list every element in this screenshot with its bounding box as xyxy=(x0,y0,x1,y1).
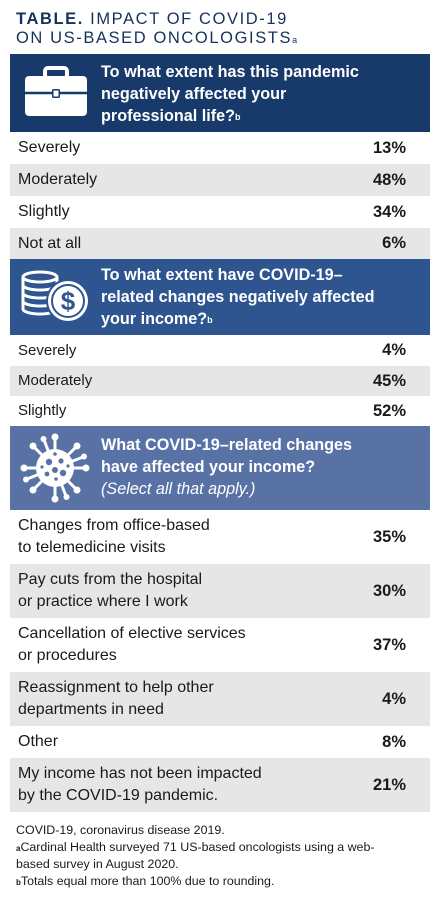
footnote-text: Totals equal more than 100% due to round… xyxy=(20,874,275,888)
row-value: 52% xyxy=(372,401,406,420)
table-row: Slightly 34% xyxy=(10,196,430,228)
question-line: professional life? xyxy=(101,107,236,125)
row-value: 45% xyxy=(372,371,406,390)
question-income: To what extent have COVID-19– related ch… xyxy=(101,264,418,330)
title-lead: TABLE. xyxy=(16,10,84,28)
row-label: Slightly xyxy=(18,203,70,220)
rows-income: Severely 4% Moderately 45% Slightly 52% xyxy=(10,335,430,426)
table-row: Cancellation of elective services or pro… xyxy=(10,618,430,672)
row-label-line: by the COVID-19 pandemic. xyxy=(18,787,219,804)
row-label-line: Pay cuts from the hospital xyxy=(18,571,203,588)
table-row: Not at all 6% xyxy=(10,228,430,259)
briefcase-icon xyxy=(23,66,89,123)
row-value: 30% xyxy=(372,581,406,600)
virus-icon xyxy=(18,432,92,509)
svg-text:$: $ xyxy=(61,286,76,316)
select-all-note: (Select all that apply.) xyxy=(101,480,256,498)
row-value: 48% xyxy=(372,170,406,189)
row-label-line: or procedures xyxy=(18,647,117,664)
question-line: What COVID-19–related changes xyxy=(101,436,352,454)
row-label-line: My income has not been impacted xyxy=(18,765,262,782)
question-line: To what extent have COVID-19– xyxy=(101,266,343,284)
footnote-marker: a xyxy=(16,844,21,853)
footnote-b: bTotals equal more than 100% due to roun… xyxy=(16,873,426,890)
footnote-a: aCardinal Health surveyed 71 US-based on… xyxy=(16,839,426,856)
section-header-income-changes: What COVID-19–related changes have affec… xyxy=(10,426,430,510)
row-value: 37% xyxy=(372,635,406,654)
section-header-income: $ To what extent have COVID-19– related … xyxy=(10,259,430,335)
row-label: Moderately xyxy=(18,372,93,389)
row-label: Other xyxy=(18,731,58,753)
row-label: Reassignment to help other departments i… xyxy=(18,677,214,721)
title-text: IMPACT OF COVID-19 xyxy=(90,10,288,28)
footnote-abbreviation: COVID-19, coronavirus disease 2019. xyxy=(16,823,225,837)
table-title: TABLE. IMPACT OF COVID-19 ON US-BASED ON… xyxy=(16,10,426,48)
table-row: Severely 4% xyxy=(10,335,430,366)
row-label: My income has not been impacted by the C… xyxy=(18,763,262,807)
table-row: Slightly 52% xyxy=(10,396,430,426)
table-row: Pay cuts from the hospital or practice w… xyxy=(10,564,430,618)
footnote-text: based survey in August 2020. xyxy=(16,857,179,871)
row-value: 4% xyxy=(382,341,406,359)
question-line: To what extent has this pandemic xyxy=(101,63,359,81)
row-label: Not at all xyxy=(18,234,82,252)
row-value: 21% xyxy=(372,775,406,794)
rows-professional: Severely 13% Moderately 48% Slightly 34%… xyxy=(10,132,430,259)
row-label: Pay cuts from the hospital or practice w… xyxy=(18,569,202,613)
rows-income-changes: Changes from office-based to telemedicin… xyxy=(10,510,430,812)
footnote-marker: b xyxy=(207,315,213,325)
footnote-marker: b xyxy=(16,878,21,887)
table-row: Other 8% xyxy=(10,726,430,758)
question-line: negatively affected your xyxy=(101,85,287,103)
row-value: 35% xyxy=(372,527,406,546)
row-label-line: Other xyxy=(18,733,59,750)
row-label: Severely xyxy=(18,139,81,156)
table-row: Moderately 48% xyxy=(10,164,430,196)
row-label-line: departments in need xyxy=(18,701,164,718)
row-label: Cancellation of elective services or pro… xyxy=(18,623,246,667)
row-label-line: Changes from office-based xyxy=(18,517,210,534)
question-line: related changes negatively affected xyxy=(101,288,375,306)
question-income-changes: What COVID-19–related changes have affec… xyxy=(101,434,418,500)
row-label-line: Reassignment to help other xyxy=(18,679,214,696)
footnotes: COVID-19, coronavirus disease 2019. aCar… xyxy=(16,822,426,890)
table-row: Changes from office-based to telemedicin… xyxy=(10,510,430,564)
row-label-line: or practice where I work xyxy=(18,593,188,610)
row-value: 4% xyxy=(382,689,406,708)
question-professional: To what extent has this pandemic negativ… xyxy=(101,61,418,127)
title-sup: a xyxy=(292,35,298,45)
table-row: Moderately 45% xyxy=(10,366,430,396)
table-row: Reassignment to help other departments i… xyxy=(10,672,430,726)
row-label: Changes from office-based to telemedicin… xyxy=(18,515,210,559)
footnote-marker: b xyxy=(235,112,241,122)
row-value: 13% xyxy=(372,138,406,157)
row-value: 8% xyxy=(382,732,406,751)
question-line: have affected your income? xyxy=(101,458,316,476)
coins-dollar-icon: $ xyxy=(18,269,94,330)
title-line2: ON US-BASED ONCOLOGISTS xyxy=(16,29,293,47)
row-label: Severely xyxy=(18,341,77,359)
row-label: Slightly xyxy=(18,402,67,419)
table-row: My income has not been impacted by the C… xyxy=(10,758,430,812)
row-label: Moderately xyxy=(18,171,98,188)
table-row: Severely 13% xyxy=(10,132,430,164)
section-header-professional: To what extent has this pandemic negativ… xyxy=(10,54,430,132)
row-value: 34% xyxy=(372,202,406,221)
question-line: your income? xyxy=(101,310,208,328)
row-label-line: to telemedicine visits xyxy=(18,539,166,556)
footnote-text: Cardinal Health surveyed 71 US-based onc… xyxy=(20,840,375,854)
row-value: 6% xyxy=(382,234,406,252)
row-label-line: Cancellation of elective services xyxy=(18,625,246,642)
